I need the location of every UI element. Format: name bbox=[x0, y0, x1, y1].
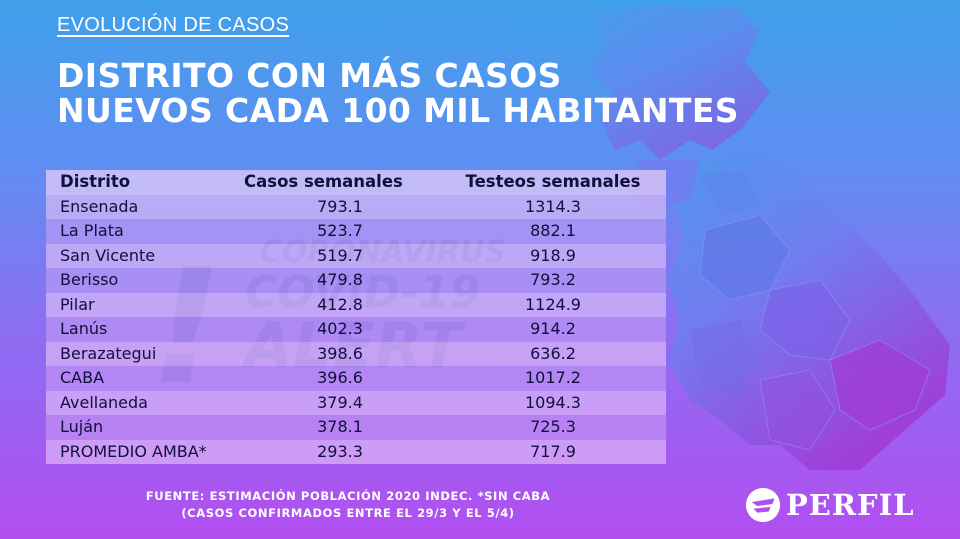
cell-cases: 378.1 bbox=[317, 417, 363, 436]
cell-tests: 1094.3 bbox=[525, 392, 581, 412]
cell-district: Pilar bbox=[60, 294, 95, 314]
table-row: La Plata 523.7 882.1 bbox=[46, 219, 666, 244]
cell-tests: 1314.3 bbox=[525, 196, 581, 216]
perfil-logo-text: PERFIL bbox=[786, 488, 915, 522]
table-row: Berisso 479.8 793.2 bbox=[46, 268, 666, 293]
table-row: Berazategui 398.6 636.2 bbox=[46, 341, 666, 366]
cell-tests: 1017.2 bbox=[525, 368, 581, 387]
cell-cases: 379.4 bbox=[317, 392, 363, 412]
cell-tests: 636.2 bbox=[530, 343, 576, 363]
cell-cases: 479.8 bbox=[317, 270, 363, 289]
cell-tests: 918.9 bbox=[530, 245, 576, 265]
cell-district: CABA bbox=[60, 368, 105, 387]
cell-cases: 519.7 bbox=[317, 245, 363, 265]
source-note: FUENTE: ESTIMACIÓN POBLACIÓN 2020 INDEC.… bbox=[118, 488, 578, 522]
section-kicker: EVOLUCIÓN DE CASOS bbox=[57, 14, 290, 36]
cell-tests: 717.9 bbox=[530, 441, 576, 461]
cell-district: PROMEDIO AMBA* bbox=[60, 441, 207, 461]
perfil-logo: PERFIL bbox=[744, 486, 915, 524]
cell-tests: 882.1 bbox=[530, 221, 576, 240]
table-row: Lanús 402.3 914.2 bbox=[46, 317, 666, 342]
cell-tests: 1124.9 bbox=[525, 294, 581, 314]
cell-cases: 293.3 bbox=[317, 441, 363, 461]
title-line-1: DISTRITO CON MÁS CASOS bbox=[57, 56, 562, 95]
cell-tests: 914.2 bbox=[530, 319, 576, 338]
perfil-logo-icon bbox=[745, 487, 781, 523]
cell-cases: 398.6 bbox=[317, 343, 363, 363]
table-row: Luján 378.1 725.3 bbox=[46, 415, 666, 440]
column-header-district: Distrito bbox=[60, 172, 131, 191]
cell-district: Luján bbox=[60, 417, 104, 436]
table-row: CABA 396.6 1017.2 bbox=[46, 366, 666, 391]
table-row: San Vicente 519.7 918.9 bbox=[46, 243, 666, 268]
cell-district: La Plata bbox=[60, 221, 124, 240]
column-header-tests: Testeos semanales bbox=[465, 172, 641, 191]
column-header-cases: Casos semanales bbox=[244, 172, 403, 191]
cell-cases: 523.7 bbox=[317, 221, 363, 240]
table-row: Avellaneda 379.4 1094.3 bbox=[46, 390, 666, 415]
table-body: Ensenada 793.1 1314.3 La Plata 523.7 882.1 San… bbox=[46, 194, 666, 464]
cell-cases: 412.8 bbox=[317, 294, 363, 314]
cell-cases: 793.1 bbox=[317, 196, 363, 216]
page-title: DISTRITO CON MÁS CASOS NUEVOS CADA 100 M… bbox=[57, 58, 777, 128]
cell-district: Ensenada bbox=[60, 196, 139, 216]
cell-cases: 402.3 bbox=[317, 319, 363, 338]
cell-district: San Vicente bbox=[60, 245, 156, 265]
cell-district: Berisso bbox=[60, 270, 119, 289]
table-header-row: Distrito Casos semanales Testeos semanal… bbox=[46, 170, 666, 195]
cell-district: Lanús bbox=[60, 319, 108, 338]
cell-district: Avellaneda bbox=[60, 392, 148, 412]
table-row: Ensenada 793.1 1314.3 bbox=[46, 194, 666, 219]
title-line-2: NUEVOS CADA 100 MIL HABITANTES bbox=[57, 91, 739, 130]
source-line-1: FUENTE: ESTIMACIÓN POBLACIÓN 2020 INDEC.… bbox=[145, 489, 551, 503]
cell-tests: 725.3 bbox=[530, 417, 576, 436]
cell-tests: 793.2 bbox=[530, 270, 576, 289]
table-row: Pilar 412.8 1124.9 bbox=[46, 292, 666, 317]
cell-cases: 396.6 bbox=[317, 368, 363, 387]
source-line-2: (CASOS CONFIRMADOS ENTRE EL 29/3 Y EL 5/… bbox=[181, 506, 515, 520]
table-row: PROMEDIO AMBA* 293.3 717.9 bbox=[46, 439, 666, 464]
cell-district: Berazategui bbox=[60, 343, 157, 363]
district-table: Distrito Casos semanales Testeos semanal… bbox=[46, 170, 666, 464]
